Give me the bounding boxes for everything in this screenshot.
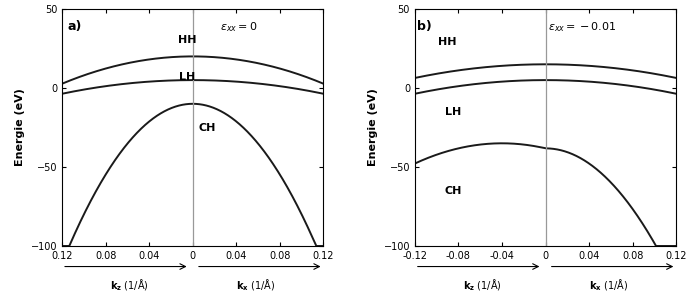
Text: LH: LH	[445, 107, 461, 117]
Text: a): a)	[68, 20, 82, 33]
Text: $\mathbf{k_z}$ (1/Å): $\mathbf{k_z}$ (1/Å)	[463, 278, 502, 293]
Text: HH: HH	[178, 35, 197, 45]
Text: $\mathbf{k_x}$ (1/Å): $\mathbf{k_x}$ (1/Å)	[236, 278, 275, 293]
Y-axis label: Energie (eV): Energie (eV)	[368, 88, 378, 166]
Text: $\varepsilon_{xx} = -0.01$: $\varepsilon_{xx} = -0.01$	[548, 20, 616, 34]
Text: CH: CH	[198, 123, 215, 133]
Y-axis label: Energie (eV): Energie (eV)	[15, 88, 25, 166]
Text: $\mathbf{k_z}$ (1/Å): $\mathbf{k_z}$ (1/Å)	[110, 278, 149, 293]
Text: b): b)	[417, 20, 432, 33]
Text: CH: CH	[444, 186, 462, 196]
Text: $\mathbf{k_x}$ (1/Å): $\mathbf{k_x}$ (1/Å)	[589, 278, 629, 293]
Text: HH: HH	[438, 37, 457, 47]
Text: $\varepsilon_{xx} = 0$: $\varepsilon_{xx} = 0$	[220, 20, 257, 34]
Text: LH: LH	[179, 72, 195, 82]
